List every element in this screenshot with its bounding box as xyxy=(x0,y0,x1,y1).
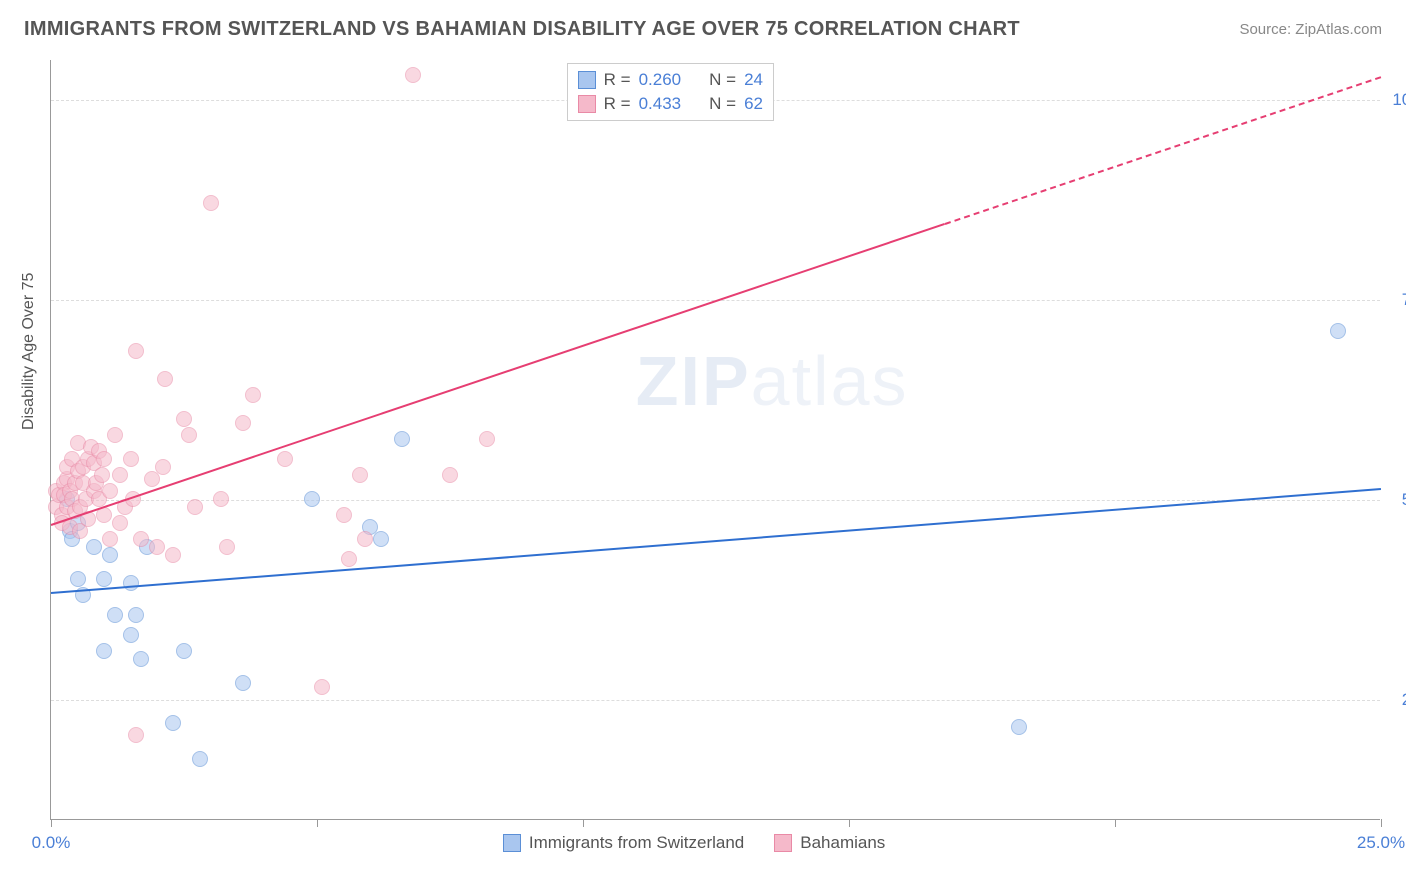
data-point xyxy=(102,547,118,563)
data-point xyxy=(405,67,421,83)
data-point xyxy=(102,483,118,499)
data-point xyxy=(213,491,229,507)
legend-r-label: R = xyxy=(604,70,631,90)
legend-swatch xyxy=(578,71,596,89)
data-point xyxy=(394,431,410,447)
data-point xyxy=(123,575,139,591)
data-point xyxy=(1011,719,1027,735)
data-point xyxy=(176,411,192,427)
x-tick-label: 25.0% xyxy=(1357,833,1405,853)
legend-series-label: Bahamians xyxy=(800,833,885,853)
gridline xyxy=(51,500,1380,501)
x-tick xyxy=(1381,819,1382,827)
data-point xyxy=(96,571,112,587)
legend-r-value: 0.260 xyxy=(639,70,682,90)
data-point xyxy=(479,431,495,447)
legend-r-label: R = xyxy=(604,94,631,114)
data-point xyxy=(128,343,144,359)
legend-n-value: 62 xyxy=(744,94,763,114)
trend-line xyxy=(944,76,1381,225)
y-tick-label: 25.0% xyxy=(1390,690,1406,710)
legend-swatch xyxy=(578,95,596,113)
legend-item: Immigrants from Switzerland xyxy=(503,833,744,853)
x-tick xyxy=(849,819,850,827)
data-point xyxy=(176,643,192,659)
data-point xyxy=(187,499,203,515)
data-point xyxy=(165,547,181,563)
data-point xyxy=(112,467,128,483)
y-axis-title: Disability Age Over 75 xyxy=(20,273,38,430)
source-label: Source: ZipAtlas.com xyxy=(1239,21,1382,38)
y-tick-label: 100.0% xyxy=(1390,90,1406,110)
legend-swatch xyxy=(774,834,792,852)
legend-row: R = 0.260 N = 24 xyxy=(578,68,763,92)
gridline xyxy=(51,700,1380,701)
data-point xyxy=(133,651,149,667)
trend-line xyxy=(51,488,1381,594)
data-point xyxy=(442,467,458,483)
data-point xyxy=(107,607,123,623)
data-point xyxy=(70,571,86,587)
data-point xyxy=(128,727,144,743)
data-point xyxy=(157,371,173,387)
data-point xyxy=(165,715,181,731)
legend-n-label: N = xyxy=(709,94,736,114)
data-point xyxy=(219,539,235,555)
data-point xyxy=(235,415,251,431)
legend-row: R = 0.433 N = 62 xyxy=(578,92,763,116)
legend-series-label: Immigrants from Switzerland xyxy=(529,833,744,853)
data-point xyxy=(357,531,373,547)
y-tick-label: 50.0% xyxy=(1390,490,1406,510)
x-tick xyxy=(1115,819,1116,827)
chart-title: IMMIGRANTS FROM SWITZERLAND VS BAHAMIAN … xyxy=(24,18,1020,41)
data-point xyxy=(133,531,149,547)
legend-n-value: 24 xyxy=(744,70,763,90)
correlation-legend: R = 0.260 N = 24 R = 0.433 N = 62 xyxy=(567,63,774,121)
data-point xyxy=(373,531,389,547)
data-point xyxy=(314,679,330,695)
data-point xyxy=(203,195,219,211)
data-point xyxy=(181,427,197,443)
data-point xyxy=(336,507,352,523)
data-point xyxy=(341,551,357,567)
legend-item: Bahamians xyxy=(774,833,885,853)
data-point xyxy=(128,607,144,623)
data-point xyxy=(102,531,118,547)
data-point xyxy=(192,751,208,767)
data-point xyxy=(245,387,261,403)
data-point xyxy=(94,467,110,483)
data-point xyxy=(107,427,123,443)
data-point xyxy=(149,539,165,555)
x-tick xyxy=(583,819,584,827)
scatter-plot: ZIPatlas 25.0%50.0%75.0%100.0%0.0%25.0%R… xyxy=(50,60,1380,820)
data-point xyxy=(96,451,112,467)
data-point xyxy=(277,451,293,467)
legend-swatch xyxy=(503,834,521,852)
trend-line xyxy=(51,223,945,526)
data-point xyxy=(86,539,102,555)
legend-r-value: 0.433 xyxy=(639,94,682,114)
data-point xyxy=(123,627,139,643)
x-tick-label: 0.0% xyxy=(32,833,71,853)
data-point xyxy=(235,675,251,691)
watermark: ZIPatlas xyxy=(636,341,909,421)
series-legend: Immigrants from Switzerland Bahamians xyxy=(503,833,885,853)
legend-n-label: N = xyxy=(709,70,736,90)
data-point xyxy=(1330,323,1346,339)
x-tick xyxy=(51,819,52,827)
x-tick xyxy=(317,819,318,827)
y-tick-label: 75.0% xyxy=(1390,290,1406,310)
data-point xyxy=(112,515,128,531)
data-point xyxy=(96,643,112,659)
data-point xyxy=(352,467,368,483)
data-point xyxy=(123,451,139,467)
data-point xyxy=(155,459,171,475)
data-point xyxy=(304,491,320,507)
